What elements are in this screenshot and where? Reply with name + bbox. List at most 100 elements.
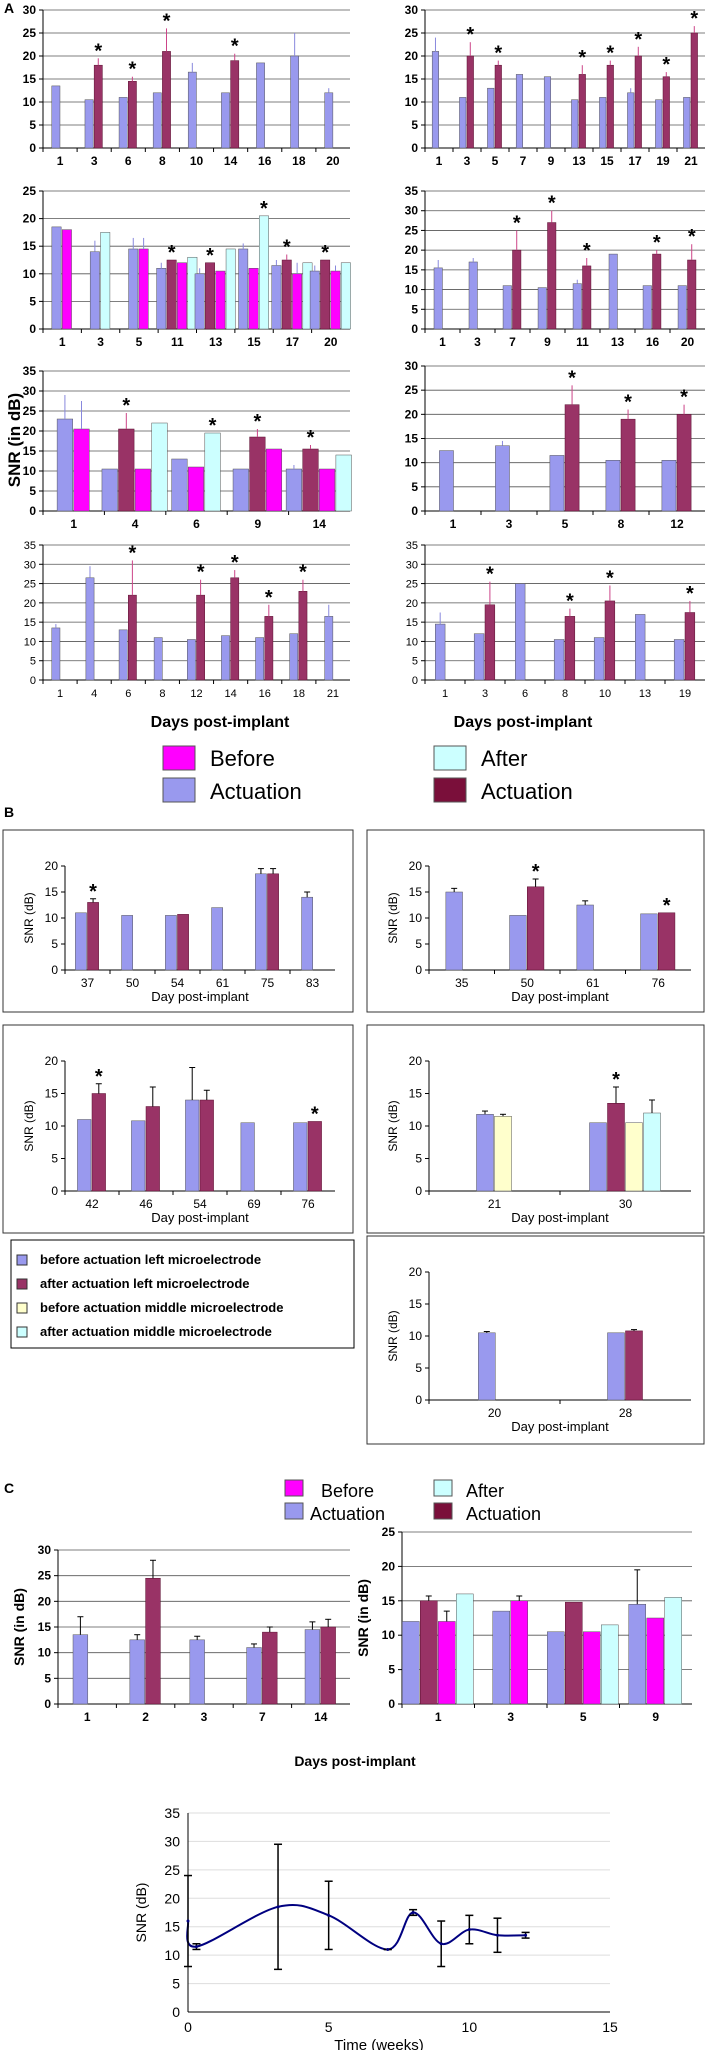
y-tick-label: 30: [405, 3, 419, 17]
bar: [282, 260, 291, 329]
bar: [420, 1601, 437, 1704]
chart-A7: 051015202530351 4 6*8 12*14*16*18*21: [24, 540, 350, 700]
significance-star: *: [653, 232, 661, 254]
bar: [73, 1635, 88, 1704]
bar: [691, 33, 698, 148]
x-tick-label: 69: [247, 1197, 261, 1211]
bar: [157, 268, 166, 329]
x-tick-label: 7: [520, 154, 527, 168]
bar: [571, 100, 578, 148]
significance-star: *: [299, 562, 307, 584]
significance-star: *: [197, 562, 205, 584]
bar: [674, 640, 684, 681]
bar: [178, 914, 189, 970]
bar: [647, 1618, 664, 1704]
x-tick-label: 76: [652, 976, 666, 990]
y-tick-label: 15: [405, 432, 419, 446]
bar: [511, 1601, 528, 1704]
y-tick-label: 0: [415, 1184, 422, 1198]
chart-B2: 0 5 10 15 20 35 50 * 61 76 * SNR (dB) Day post-impla…: [386, 859, 691, 1004]
x-tick-label: 9: [255, 517, 262, 531]
x-tick-label: 54: [193, 1197, 207, 1211]
bar: [579, 74, 586, 148]
x-tick-label: 5: [136, 335, 143, 349]
bar: [590, 1123, 607, 1191]
data-point: [277, 1905, 280, 1908]
panel-a-xlabel-left: Days post-implant: [151, 714, 290, 731]
bar: [146, 1107, 160, 1192]
y-tick-label: 25: [406, 579, 418, 591]
bar: [434, 268, 442, 329]
bar: [495, 446, 509, 511]
x-tick-label: 5: [580, 1710, 587, 1724]
bar: [320, 260, 329, 329]
x-tick-label: 9: [652, 1710, 659, 1724]
legend-c-actuation-left-label: Actuation: [310, 1504, 385, 1524]
x-tick-label: 1: [59, 335, 66, 349]
bar: [629, 1604, 646, 1704]
bar: [336, 455, 352, 511]
significance-star: *: [254, 411, 262, 433]
legend-swatch-after: [434, 746, 466, 770]
x-tick-label: 13: [639, 688, 651, 700]
bar: [325, 93, 333, 148]
y-tick-label: 35: [405, 184, 419, 198]
y-tick-label: 15: [45, 1087, 59, 1101]
significance-star: *: [688, 226, 696, 248]
y-tick-label: 30: [405, 204, 419, 218]
y-axis-title: SNR (in dB): [11, 1588, 27, 1666]
bar: [172, 459, 188, 511]
bar: [119, 630, 127, 680]
bar: [272, 266, 281, 329]
significance-star: *: [311, 1103, 319, 1125]
y-tick-label: 25: [382, 1525, 396, 1539]
y-tick-label: 5: [30, 656, 36, 668]
x-tick-label: 3: [474, 335, 481, 349]
y-tick-label: 15: [23, 444, 37, 458]
bar: [226, 249, 235, 329]
significance-star: *: [128, 542, 136, 564]
panel-b-legend: before actuation left microelectrode aft…: [11, 1240, 354, 1348]
x-tick-label: 5: [492, 154, 499, 168]
x-tick-label: 10: [599, 688, 611, 700]
x-tick-label: 13: [209, 335, 223, 349]
bar: [515, 584, 525, 680]
significance-star: *: [122, 395, 130, 417]
y-tick-label: 0: [415, 963, 422, 977]
y-tick-label: 15: [24, 617, 36, 629]
significance-star: *: [566, 591, 574, 613]
x-tick-label: 8: [562, 688, 568, 700]
y-tick-label: 35: [164, 1805, 180, 1821]
x-tick-label: 17: [628, 154, 642, 168]
y-tick-label: 25: [405, 223, 419, 237]
legend-c-before: Before: [321, 1481, 374, 1501]
y-tick-label: 35: [23, 364, 37, 378]
significance-star: *: [606, 568, 614, 590]
bar: [62, 230, 71, 329]
significance-star: *: [606, 43, 614, 65]
bar: [583, 266, 591, 329]
x-tick-label: 11: [576, 335, 589, 349]
x-tick-label: 14: [314, 1710, 328, 1724]
bar: [94, 65, 102, 148]
y-tick-label: 20: [409, 859, 423, 873]
bar: [477, 1114, 494, 1191]
bar: [152, 423, 168, 511]
y-tick-label: 10: [409, 1329, 423, 1343]
significance-star: *: [466, 24, 474, 46]
bar: [231, 61, 239, 148]
chart-B1: 0510152037*50 54 61 75 83SNR (dB)Day post-im…: [22, 859, 335, 1004]
chart-A3: 05101520251 3 5 11*13*15*17*20*: [23, 184, 351, 349]
x-tick-label: 15: [600, 154, 614, 168]
bar: [544, 77, 551, 148]
data-point: [496, 1934, 499, 1937]
y-tick-label: 15: [23, 239, 37, 253]
significance-star: *: [532, 861, 540, 883]
y-tick-label: 10: [23, 95, 37, 109]
legend-after: After: [481, 746, 527, 771]
bar: [146, 1578, 161, 1704]
y-tick-label: 30: [38, 1543, 52, 1557]
x-tick-label: 6: [193, 517, 200, 531]
data-point: [412, 1911, 415, 1914]
y-tick-label: 0: [412, 675, 418, 687]
